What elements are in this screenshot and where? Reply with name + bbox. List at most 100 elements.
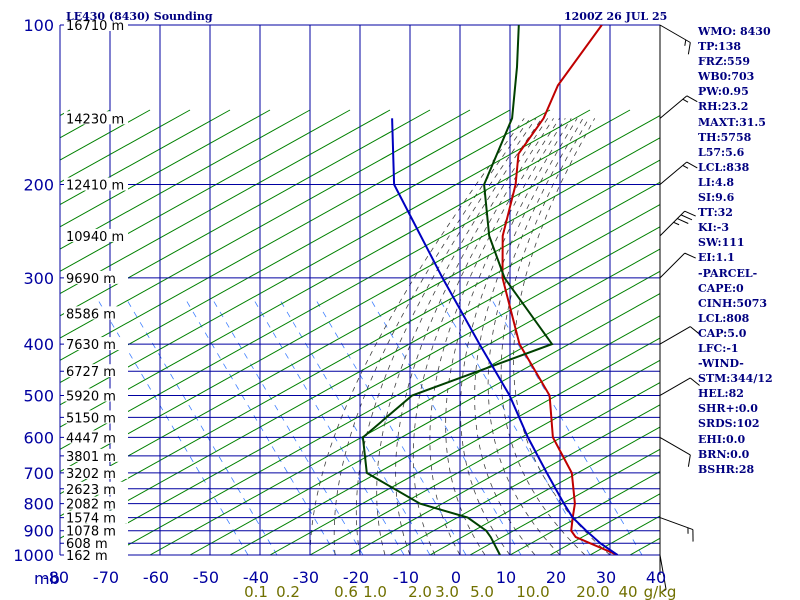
height-label: 16710 m	[66, 19, 124, 34]
wind-barb-feather	[684, 39, 687, 46]
wind-barb	[659, 24, 691, 43]
mixing-ratio-label: 0.6	[334, 583, 358, 600]
mixing-ratio-label: 40	[618, 583, 637, 600]
index-item: LCL:808	[698, 311, 750, 325]
mixing-ratio-label: 2.0	[408, 583, 432, 600]
wind-barb-feather	[686, 95, 698, 103]
temperature-tick-label: -20	[343, 568, 369, 587]
wind-barb-feather	[682, 164, 689, 169]
index-item: TH:5758	[698, 130, 752, 144]
height-label-bg	[64, 548, 128, 561]
index-item: TT:32	[698, 206, 733, 220]
height-label: 2082 m	[66, 498, 116, 513]
pressure-label: 100	[23, 16, 54, 35]
wind-barb-feather	[686, 161, 698, 169]
dry-adiabat	[149, 270, 660, 555]
moist-adiabat	[412, 118, 554, 555]
height-label-bg	[64, 228, 128, 242]
wind-barb	[659, 377, 691, 396]
moist-adiabat	[333, 118, 531, 555]
moist-adiabat	[429, 118, 560, 555]
height-label-bg	[64, 306, 128, 320]
height-label-bg	[64, 481, 128, 495]
index-item: STM:344/12	[698, 372, 773, 386]
index-item: BRN:0.0	[698, 447, 750, 461]
height-label-bg	[64, 465, 128, 479]
moist-adiabat	[500, 118, 590, 555]
stability-indices-panel: WMO: 8430 TP:138 FRZ:559 WB0:703 PW:0.95 RH:2…	[698, 24, 798, 477]
pressure-label: 1000	[13, 546, 54, 565]
pressure-label: 400	[23, 335, 54, 354]
index-item: LI:4.8	[698, 175, 735, 189]
grid-lines	[59, 24, 661, 556]
height-label-bg	[64, 337, 128, 351]
moist-adiabat	[395, 118, 549, 555]
dewpoint-profile	[361, 25, 554, 555]
height-label: 14230 m	[66, 112, 124, 127]
dry-adiabat	[389, 404, 660, 555]
station-title: LE430 (8430) Sounding	[66, 10, 213, 23]
dry-adiabat	[349, 381, 660, 555]
index-item: SW:111	[698, 236, 745, 250]
mixing-ratio-label: 0.1	[244, 583, 268, 600]
moist-adiabat	[309, 118, 525, 555]
height-label: 6727 m	[66, 365, 116, 380]
index-item: WMO: 8430	[698, 25, 771, 38]
index-item: FRZ:559	[698, 55, 751, 69]
temperature-tick-label: -60	[143, 568, 169, 587]
height-label-bg	[64, 430, 128, 444]
height-label-bg	[64, 410, 128, 424]
wind-barb-feather	[689, 377, 700, 386]
wind-barb-feather	[673, 221, 680, 226]
height-label: 5920 m	[66, 389, 116, 404]
mixing-ratio-lines	[97, 299, 643, 555]
pressure-labels: 100 200 300 400 500 600 700 800 900 1000	[13, 16, 54, 565]
valid-time: 1200Z 26 JUL 25	[564, 10, 667, 23]
temperature-tick-label: -80	[43, 568, 69, 587]
temperature-tick-label: 0	[451, 568, 461, 587]
dry-adiabat	[429, 426, 660, 555]
index-item: KI:-3	[698, 221, 729, 235]
mixing-ratio-line	[185, 299, 337, 555]
height-label-bg	[64, 270, 128, 284]
index-item: LCL:838	[698, 160, 750, 174]
wind-barb-feather	[684, 210, 696, 217]
height-label: 9690 m	[66, 272, 116, 287]
height-label-bg	[64, 536, 128, 550]
mixing-ratio-line	[253, 299, 405, 555]
index-item: PW:0.95	[698, 85, 749, 99]
pressure-label: 200	[23, 176, 54, 195]
mixing-ratio-line	[370, 299, 522, 555]
height-label-bg	[64, 18, 128, 31]
index-item: SRDS:102	[698, 417, 760, 431]
pressure-label: 800	[23, 495, 54, 514]
height-label: 12410 m	[66, 179, 124, 194]
index-item: CAP:5.0	[698, 326, 747, 340]
sounding-profiles	[361, 25, 619, 555]
temperature-tick-label: -70	[93, 568, 119, 587]
mixing-ratio-label: 20.0	[576, 583, 609, 600]
height-label: 3801 m	[66, 450, 116, 465]
index-item: MAXT:31.5	[698, 115, 766, 129]
wind-barb-feather	[689, 326, 700, 335]
mixing-ratio-label: 1.0	[363, 583, 387, 600]
dry-adiabat	[189, 292, 660, 555]
temperature-tick-label: 40	[646, 568, 666, 587]
wind-barb-feather	[682, 98, 689, 103]
wind-barb-feather	[660, 589, 667, 593]
mixing-ratio-labels: 0.1 0.2 0.6 1.0 2.0 3.0 5.0 10.0 20.0 40 g/kg	[244, 583, 676, 600]
pressure-label: 300	[23, 269, 54, 288]
temperature-tick-label: -30	[293, 568, 319, 587]
index-item: SI:9.6	[698, 191, 735, 205]
wind-barb-feather	[677, 218, 689, 224]
mixing-ratio-line	[97, 299, 249, 555]
mixing-ratio-line	[315, 299, 467, 555]
index-item: BSHR:28	[698, 462, 755, 476]
height-label: 162 m	[66, 549, 108, 564]
height-label-bg	[64, 523, 128, 537]
wind-barb-feather	[684, 252, 696, 259]
height-labels: 16710 m 14230 m 12410 m 10940 m 9690 m 8586 m…	[64, 18, 128, 564]
mixing-ratio-line	[279, 299, 431, 555]
height-label: 3202 m	[66, 467, 116, 482]
wind-barbs	[659, 24, 700, 593]
